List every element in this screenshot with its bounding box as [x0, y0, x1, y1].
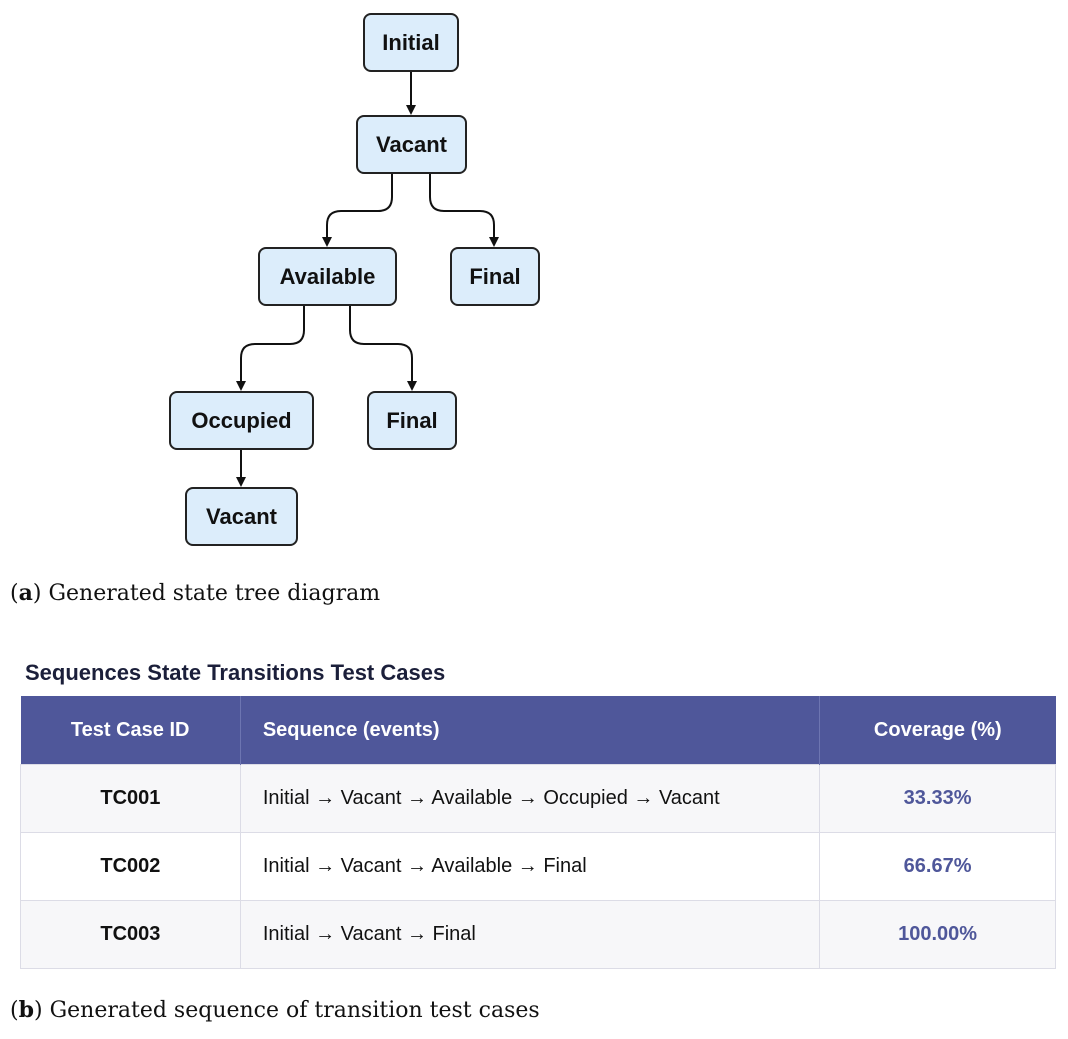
state-tree-diagram [236, 72, 499, 487]
edge-available-to-final [349, 306, 417, 391]
state-node-initial: Initial [363, 13, 459, 72]
edge-vacant-to-available [322, 174, 393, 247]
caption-b-text: Generated sequence of transition test ca… [42, 998, 540, 1023]
test-case-id: TC003 [20, 900, 241, 969]
caption-b-letter: b [18, 997, 34, 1023]
state-node-vacant: Vacant [185, 487, 298, 546]
test-cases-table: Test Case ID Sequence (events) Coverage … [20, 696, 1056, 969]
table-row: TC002 Initial → Vacant → Available → Fin… [20, 832, 1056, 901]
header-test-case-id: Test Case ID [20, 696, 241, 765]
test-case-id: TC001 [20, 764, 241, 833]
test-case-sequence: Initial → Vacant → Available → Final [239, 832, 821, 901]
test-case-sequence: Initial → Vacant → Available → Occupied … [239, 764, 821, 833]
test-case-sequence: Initial → Vacant → Final [239, 900, 821, 969]
test-case-coverage: 33.33% [819, 764, 1056, 833]
state-node-available: Available [258, 247, 397, 306]
table-row: TC001 Initial → Vacant → Available → Occ… [20, 764, 1056, 833]
state-node-occupied: Occupied [169, 391, 314, 450]
caption-a: (a) Generated state tree diagram [10, 580, 381, 606]
caption-a-text: Generated state tree diagram [41, 581, 381, 606]
state-node-final: Final [450, 247, 540, 306]
edge-vacant-to-final [429, 174, 499, 247]
caption-a-letter: a [18, 580, 33, 606]
test-case-id: TC002 [20, 832, 241, 901]
caption-b: (b) Generated sequence of transition tes… [10, 997, 540, 1023]
table-header-row: Test Case ID Sequence (events) Coverage … [20, 696, 1056, 765]
table-row: TC003 Initial → Vacant → Final 100.00% [20, 900, 1056, 969]
test-case-coverage: 66.67% [819, 832, 1056, 901]
header-coverage: Coverage (%) [819, 696, 1056, 765]
edge-available-to-occupied [236, 306, 305, 391]
state-node-final: Final [367, 391, 457, 450]
state-node-vacant: Vacant [356, 115, 467, 174]
test-case-coverage: 100.00% [819, 900, 1056, 969]
table-title: Sequences State Transitions Test Cases [25, 660, 446, 685]
header-sequence: Sequence (events) [240, 696, 821, 765]
